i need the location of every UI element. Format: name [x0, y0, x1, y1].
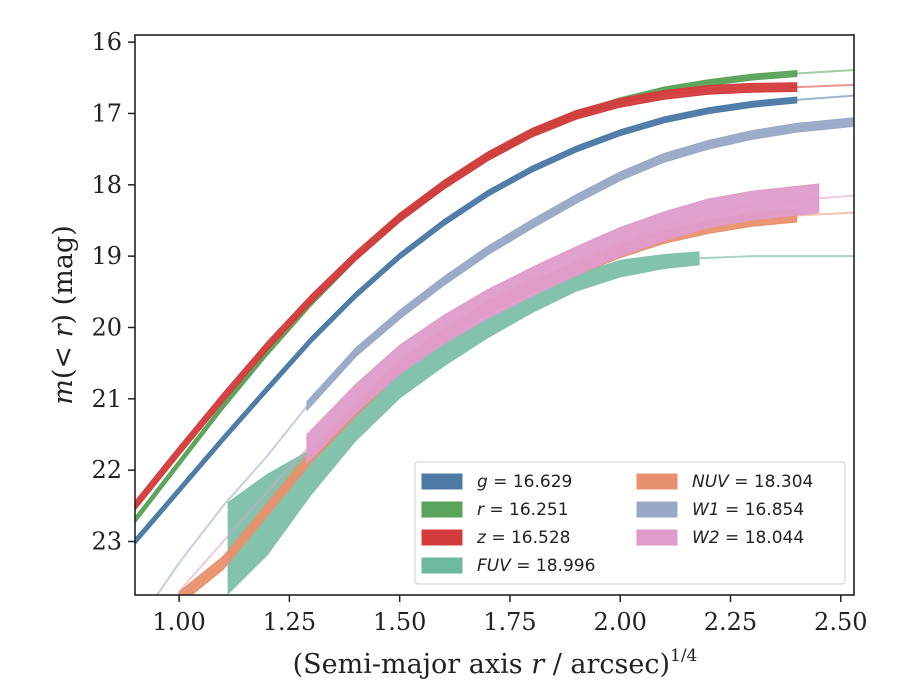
legend-item-w2: W2 = 18.044 [636, 528, 804, 548]
y-axis-title: m(< r) (mag) [48, 225, 79, 404]
legend-item-nuv: NUV = 18.304 [636, 472, 813, 492]
legend-label: NUV = 18.304 [692, 472, 813, 492]
legend-label: W1 = 16.854 [692, 500, 804, 520]
y-tick-label: 16 [91, 28, 122, 56]
y-tick-label: 23 [91, 527, 122, 555]
legend-frame [414, 461, 846, 585]
x-tick-label: 1.50 [373, 608, 426, 636]
x-axis: 1.00 1.25 1.50 1.75 2.00 2.25 2.50 [152, 595, 867, 636]
legend-swatch [636, 501, 678, 518]
series-layer [135, 69, 854, 595]
y-tick-label: 18 [91, 171, 122, 199]
series-band-z [135, 82, 798, 512]
x-axis-title: (Semi-major axis r / arcsec)1/4 [293, 646, 698, 680]
x-tick-label: 2.00 [593, 608, 646, 636]
legend-label: z = 16.528 [476, 528, 570, 548]
series-band-w2 [306, 183, 820, 465]
legend-item-g: g = 16.629 [421, 472, 572, 492]
series-extrapolation-fuv [699, 255, 854, 260]
legend-swatch [636, 529, 678, 546]
x-tick-label: 1.25 [263, 608, 316, 636]
x-tick-label: 1.75 [483, 608, 536, 636]
legend-label: FUV = 18.996 [477, 556, 595, 576]
x-tick-label: 2.50 [814, 608, 867, 636]
y-tick-label: 22 [91, 456, 122, 484]
x-tick-label: 1.00 [152, 608, 205, 636]
legend-swatch [636, 473, 678, 490]
legend-swatch [421, 501, 463, 518]
y-tick-label: 19 [91, 242, 122, 270]
legend-item-z: z = 16.528 [421, 528, 570, 548]
y-axis: 16 17 18 19 20 21 22 23 [91, 28, 135, 555]
legend-item-r: r = 16.251 [421, 500, 569, 520]
legend-entries: g = 16.629 r = 16.251 z = 16.528 FUV = 18.9… [421, 472, 813, 576]
series-band-g [135, 96, 798, 546]
y-tick-label: 21 [91, 385, 122, 413]
y-tick-label: 20 [91, 313, 122, 341]
plot-frame [134, 34, 855, 596]
legend-label: g = 16.629 [477, 472, 572, 492]
legend-item-w1: W1 = 16.854 [636, 500, 804, 520]
y-tick-label: 17 [91, 99, 122, 127]
legend-item-fuv: FUV = 18.996 [421, 556, 595, 576]
legend-label: W2 = 18.044 [692, 528, 804, 548]
legend-swatch [421, 557, 463, 574]
legend-label: r = 16.251 [477, 500, 569, 520]
legend-swatch [421, 529, 463, 546]
legend: g = 16.629 r = 16.251 z = 16.528 FUV = 18.9… [414, 461, 846, 585]
x-tick-label: 2.25 [704, 608, 757, 636]
series-band-w1 [306, 117, 854, 412]
legend-swatch [421, 473, 463, 490]
